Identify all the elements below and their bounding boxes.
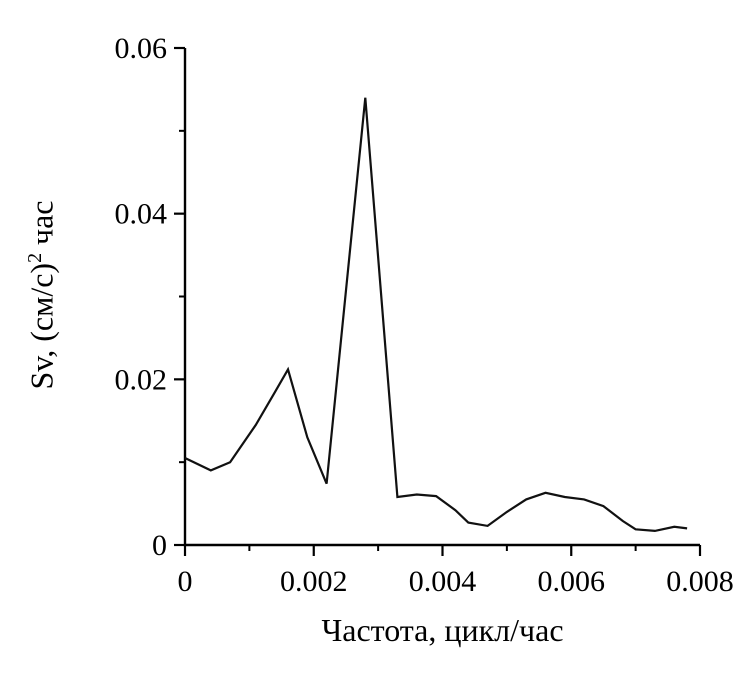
- y-tick-label: 0: [152, 529, 167, 562]
- x-tick-label: 0.008: [666, 565, 734, 598]
- x-tick-label: 0.004: [409, 565, 477, 598]
- x-axis-title: Частота, цикл/час: [321, 612, 564, 648]
- y-tick-label: 0.02: [115, 363, 168, 396]
- x-tick-label: 0.006: [538, 565, 606, 598]
- y-axis-title-superscript: 2: [23, 253, 46, 263]
- x-tick-label: 0.002: [280, 565, 348, 598]
- y-tick-label: 0.06: [115, 32, 168, 65]
- x-tick-label: 0: [178, 565, 193, 598]
- y-axis-title-prefix: Sv, (см/с): [23, 262, 60, 390]
- y-axis-title: Sv, (см/с)2 час: [24, 201, 61, 390]
- y-tick-label: 0.04: [115, 198, 168, 231]
- y-axis-title-suffix: час: [23, 200, 60, 253]
- data-line: [184, 97, 688, 533]
- axes: [183, 48, 700, 547]
